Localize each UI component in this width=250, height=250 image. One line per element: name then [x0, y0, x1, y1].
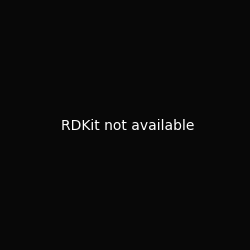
Text: RDKit not available: RDKit not available — [62, 119, 195, 133]
